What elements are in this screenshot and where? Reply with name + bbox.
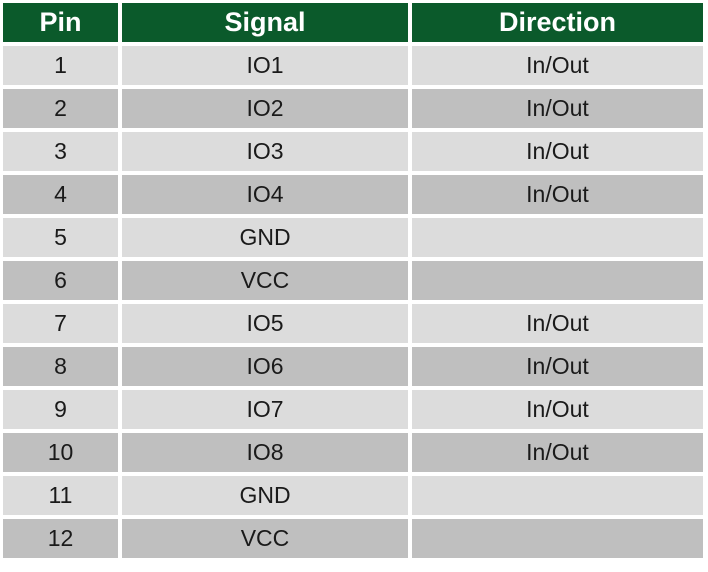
- table-row: 1 IO1 In/Out: [3, 46, 703, 85]
- direction-cell: In/Out: [412, 132, 703, 171]
- pin-cell: 2: [3, 89, 118, 128]
- header-row: Pin Signal Direction: [3, 3, 703, 42]
- header-signal: Signal: [122, 3, 408, 42]
- table-row: 10 IO8 In/Out: [3, 433, 703, 472]
- pin-cell: 6: [3, 261, 118, 300]
- pin-cell: 11: [3, 476, 118, 515]
- table-row: 8 IO6 In/Out: [3, 347, 703, 386]
- direction-cell: In/Out: [412, 175, 703, 214]
- table-row: 9 IO7 In/Out: [3, 390, 703, 429]
- signal-cell: IO4: [122, 175, 408, 214]
- pin-cell: 1: [3, 46, 118, 85]
- header-pin: Pin: [3, 3, 118, 42]
- signal-cell: IO2: [122, 89, 408, 128]
- table-row: 3 IO3 In/Out: [3, 132, 703, 171]
- pin-cell: 5: [3, 218, 118, 257]
- table-row: 2 IO2 In/Out: [3, 89, 703, 128]
- pin-cell: 4: [3, 175, 118, 214]
- pin-cell: 8: [3, 347, 118, 386]
- signal-cell: GND: [122, 218, 408, 257]
- direction-cell: [412, 261, 703, 300]
- table-row: 11 GND: [3, 476, 703, 515]
- header-direction: Direction: [412, 3, 703, 42]
- direction-cell: [412, 519, 703, 558]
- direction-cell: In/Out: [412, 89, 703, 128]
- direction-cell: [412, 218, 703, 257]
- signal-cell: GND: [122, 476, 408, 515]
- signal-cell: IO6: [122, 347, 408, 386]
- pin-cell: 10: [3, 433, 118, 472]
- signal-cell: VCC: [122, 519, 408, 558]
- signal-cell: IO1: [122, 46, 408, 85]
- direction-cell: [412, 476, 703, 515]
- pin-cell: 3: [3, 132, 118, 171]
- pin-cell: 9: [3, 390, 118, 429]
- table-row: 5 GND: [3, 218, 703, 257]
- signal-cell: IO8: [122, 433, 408, 472]
- signal-cell: IO7: [122, 390, 408, 429]
- signal-cell: IO3: [122, 132, 408, 171]
- pin-cell: 12: [3, 519, 118, 558]
- signal-cell: VCC: [122, 261, 408, 300]
- direction-cell: In/Out: [412, 46, 703, 85]
- table-row: 4 IO4 In/Out: [3, 175, 703, 214]
- signal-cell: IO5: [122, 304, 408, 343]
- table-row: 7 IO5 In/Out: [3, 304, 703, 343]
- direction-cell: In/Out: [412, 304, 703, 343]
- direction-cell: In/Out: [412, 390, 703, 429]
- pin-cell: 7: [3, 304, 118, 343]
- table-row: 6 VCC: [3, 261, 703, 300]
- direction-cell: In/Out: [412, 347, 703, 386]
- table-row: 12 VCC: [3, 519, 703, 558]
- direction-cell: In/Out: [412, 433, 703, 472]
